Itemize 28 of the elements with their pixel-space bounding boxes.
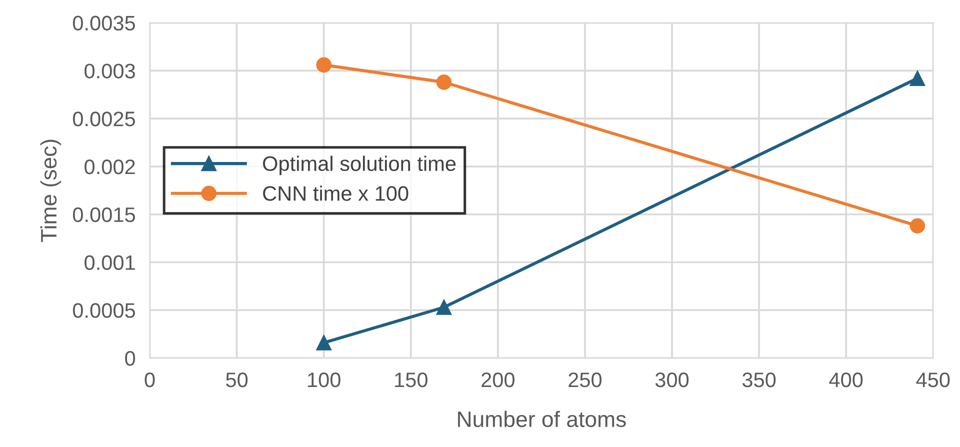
- y-tick-label: 0.0005: [72, 303, 136, 318]
- x-tick-label: 0: [144, 372, 155, 388]
- y-tick-label: 0.003: [84, 64, 135, 78]
- point: [910, 70, 926, 86]
- x-tick-label: 300: [655, 372, 689, 388]
- x-axis-title: Number of atoms: [458, 410, 626, 428]
- x-tick-label: 50: [226, 372, 248, 388]
- y-tick-label: 0.0035: [72, 16, 136, 31]
- legend-label: CNN time x 100: [263, 186, 408, 201]
- x-tick-label: 400: [829, 372, 863, 388]
- x-tick-label: 250: [568, 372, 602, 388]
- legend-label: Optimal solution time: [262, 156, 456, 176]
- x-tick-label: 350: [742, 372, 776, 388]
- y-tick-label: 0.0025: [72, 112, 136, 126]
- y-tick-label: 0.002: [84, 159, 135, 174]
- point: [316, 57, 332, 73]
- x-tick-label: 150: [395, 372, 428, 388]
- x-tick-label: 100: [308, 372, 340, 388]
- point: [910, 218, 926, 234]
- y-tick-label: 0: [125, 351, 136, 366]
- y-axis-title: Time (sec): [40, 140, 62, 242]
- x-tick-label: 200: [482, 372, 514, 388]
- y-tick-label: 0.001: [84, 255, 135, 270]
- point: [436, 74, 452, 90]
- point: [316, 335, 332, 350]
- y-tick-label: 0.0015: [72, 207, 136, 222]
- x-tick-label: 450: [916, 372, 950, 388]
- point: [436, 300, 452, 315]
